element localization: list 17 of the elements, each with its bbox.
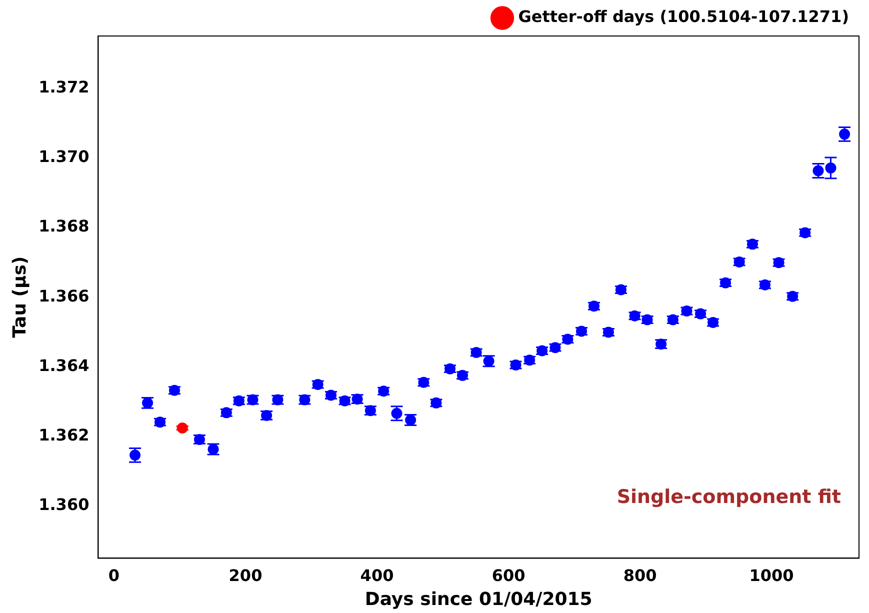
annotation: Single-component fit xyxy=(616,486,841,508)
x-axis-title: Days since 01/04/2015 xyxy=(364,588,592,610)
legend-label: Getter-off days (100.5104-107.1271) xyxy=(518,7,849,26)
y-tick-label: 1.368 xyxy=(38,216,90,236)
y-axis-title: Tau (µs) xyxy=(9,256,30,338)
x-tick-label: 200 xyxy=(228,566,262,585)
x-tick-label: 1000 xyxy=(749,566,794,585)
x-tick-label: 800 xyxy=(623,566,657,585)
y-tick-label: 1.364 xyxy=(38,356,90,375)
y-tick-label: 1.360 xyxy=(38,495,90,514)
x-tick-label: 600 xyxy=(492,566,526,585)
y-tick-label: 1.366 xyxy=(38,286,90,306)
x-tick-label: 0 xyxy=(108,566,120,585)
y-tick-label: 1.370 xyxy=(38,147,90,166)
y-tick-label: 1.372 xyxy=(38,77,90,96)
y-tick-label: 1.362 xyxy=(38,426,90,445)
x-tick-label: 400 xyxy=(360,566,394,585)
